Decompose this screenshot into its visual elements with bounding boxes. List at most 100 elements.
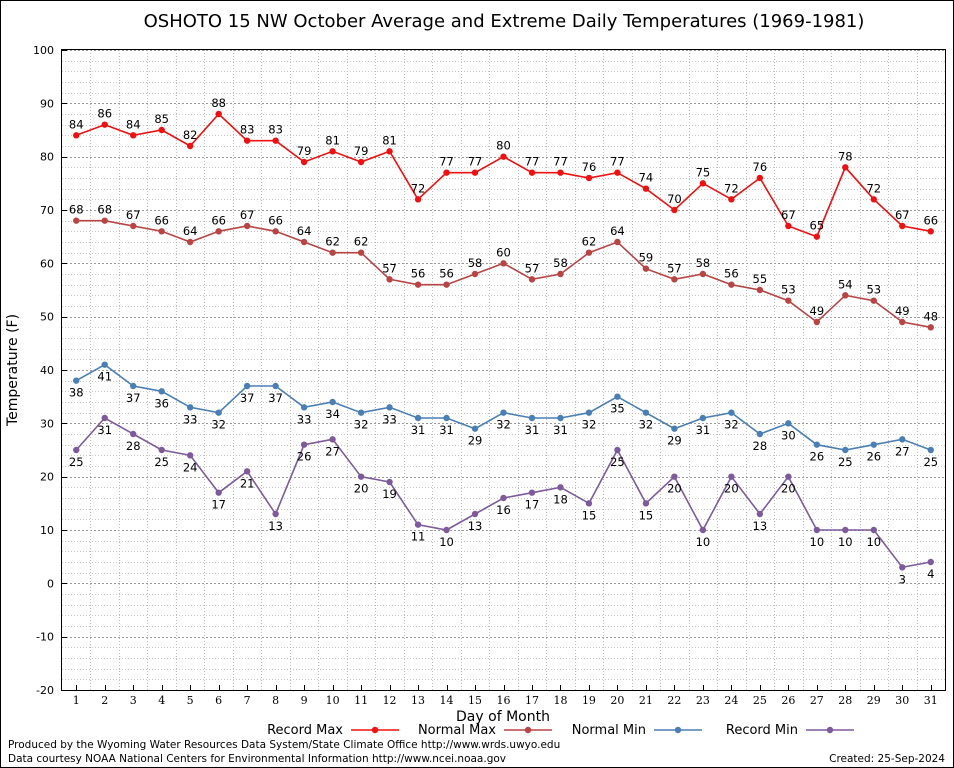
record-min-point xyxy=(272,510,279,518)
x-tick-label: 22 xyxy=(667,694,681,707)
normal-max-point xyxy=(785,297,792,304)
normal-max-data-label: 62 xyxy=(325,235,340,249)
record-min-point xyxy=(927,558,934,566)
record-min-point xyxy=(386,478,393,486)
record-max-point xyxy=(671,206,678,214)
normal-min-data-label: 31 xyxy=(439,423,454,437)
record-max-data-label: 80 xyxy=(496,139,511,153)
record-max-point xyxy=(899,222,906,230)
record-min-data-label: 3 xyxy=(899,572,906,586)
record-max-point xyxy=(186,142,194,150)
y-tick-label: 60 xyxy=(40,257,54,270)
record-max-point xyxy=(728,196,735,203)
normal-min-data-label: 25 xyxy=(838,455,853,469)
record-min-data-label: 28 xyxy=(126,439,141,453)
record-min-data-label: 31 xyxy=(97,423,112,437)
record-max-data-label: 77 xyxy=(553,155,568,169)
record-max-point xyxy=(557,169,564,176)
x-tick-label: 5 xyxy=(187,694,194,707)
record-min-data-label: 13 xyxy=(753,519,768,533)
record-max-data-label: 77 xyxy=(525,155,540,169)
x-tick-label: 11 xyxy=(354,694,368,707)
normal-max-data-label: 58 xyxy=(468,256,483,270)
record-min-point xyxy=(585,500,593,507)
normal-min-point xyxy=(386,404,393,411)
y-tick-label: 40 xyxy=(40,364,54,377)
record-min-data-label: 18 xyxy=(553,492,568,506)
record-max-point xyxy=(414,196,422,203)
normal-max-point xyxy=(158,228,165,235)
normal-min-point xyxy=(785,420,792,427)
normal-max-point xyxy=(215,228,222,235)
normal-min-data-label: 31 xyxy=(553,423,568,437)
normal-max-data-label: 54 xyxy=(838,277,853,291)
normal-min-data-label: 28 xyxy=(753,439,768,453)
x-tick-label: 27 xyxy=(810,694,824,707)
x-axis-title: Day of Month xyxy=(456,709,550,725)
normal-min-data-label: 32 xyxy=(639,418,654,432)
record-min-data-label: 15 xyxy=(639,508,654,522)
record-max-data-label: 77 xyxy=(439,155,454,169)
normal-min-point xyxy=(842,446,849,454)
normal-min-point xyxy=(699,414,707,422)
x-tick-label: 31 xyxy=(924,694,938,707)
normal-max-data-label: 67 xyxy=(126,208,141,222)
normal-min-point xyxy=(927,446,934,454)
normal-max-data-label: 58 xyxy=(696,256,711,270)
record-max-point xyxy=(585,174,593,182)
x-tick-label: 13 xyxy=(411,694,425,707)
normal-min-data-label: 27 xyxy=(895,444,910,458)
normal-min-point xyxy=(585,409,593,416)
x-tick-label: 30 xyxy=(895,694,909,707)
normal-max-point xyxy=(386,276,393,283)
normal-max-data-label: 67 xyxy=(240,208,255,222)
record-min-point xyxy=(158,446,165,454)
y-tick-label: 20 xyxy=(40,471,54,484)
record-min-data-label: 17 xyxy=(211,498,226,512)
normal-min-point xyxy=(671,425,678,432)
record-min-point xyxy=(243,468,251,475)
normal-max-point xyxy=(927,324,934,331)
record-min-data-label: 16 xyxy=(496,503,511,517)
normal-max-data-label: 64 xyxy=(297,224,312,238)
x-tick-label: 23 xyxy=(696,694,710,707)
record-min-point xyxy=(528,489,536,496)
normal-max-data-label: 49 xyxy=(810,304,825,318)
x-tick-label: 14 xyxy=(440,694,454,707)
normal-max-point xyxy=(500,260,507,267)
normal-min-data-label: 37 xyxy=(126,391,141,405)
normal-min-data-label: 31 xyxy=(525,423,540,437)
record-max-data-label: 67 xyxy=(781,208,796,222)
normal-min-point xyxy=(300,404,308,411)
record-min-point xyxy=(671,473,678,480)
record-min-point xyxy=(186,452,194,459)
normal-min-data-label: 35 xyxy=(610,402,625,416)
normal-max-point xyxy=(272,228,279,235)
y-tick-label: -10 xyxy=(36,631,54,644)
normal-max-data-label: 62 xyxy=(354,235,369,249)
x-tick-label: 4 xyxy=(158,694,165,707)
normal-max-point xyxy=(443,281,450,288)
x-tick-label: 29 xyxy=(867,694,881,707)
normal-max-data-label: 53 xyxy=(781,283,796,297)
record-max-data-label: 70 xyxy=(667,192,682,206)
normal-min-data-label: 30 xyxy=(781,428,796,442)
y-tick-label: 50 xyxy=(40,311,54,324)
record-min-data-label: 24 xyxy=(183,460,198,474)
normal-max-point xyxy=(614,238,621,246)
record-min-point xyxy=(557,484,564,491)
record-min-point xyxy=(357,473,365,480)
record-min-data-label: 10 xyxy=(866,535,881,549)
legend-marker-normal-max xyxy=(524,726,532,734)
normal-min-data-label: 33 xyxy=(183,412,198,426)
record-max-data-label: 79 xyxy=(297,144,312,158)
normal-min-point xyxy=(642,409,650,416)
record-max-point xyxy=(785,222,792,230)
record-min-point xyxy=(215,489,222,496)
normal-max-data-label: 53 xyxy=(866,283,881,297)
y-tick-label: 30 xyxy=(40,417,54,430)
record-max-data-label: 67 xyxy=(895,208,910,222)
record-max-point xyxy=(528,169,536,176)
normal-min-point xyxy=(728,409,735,416)
